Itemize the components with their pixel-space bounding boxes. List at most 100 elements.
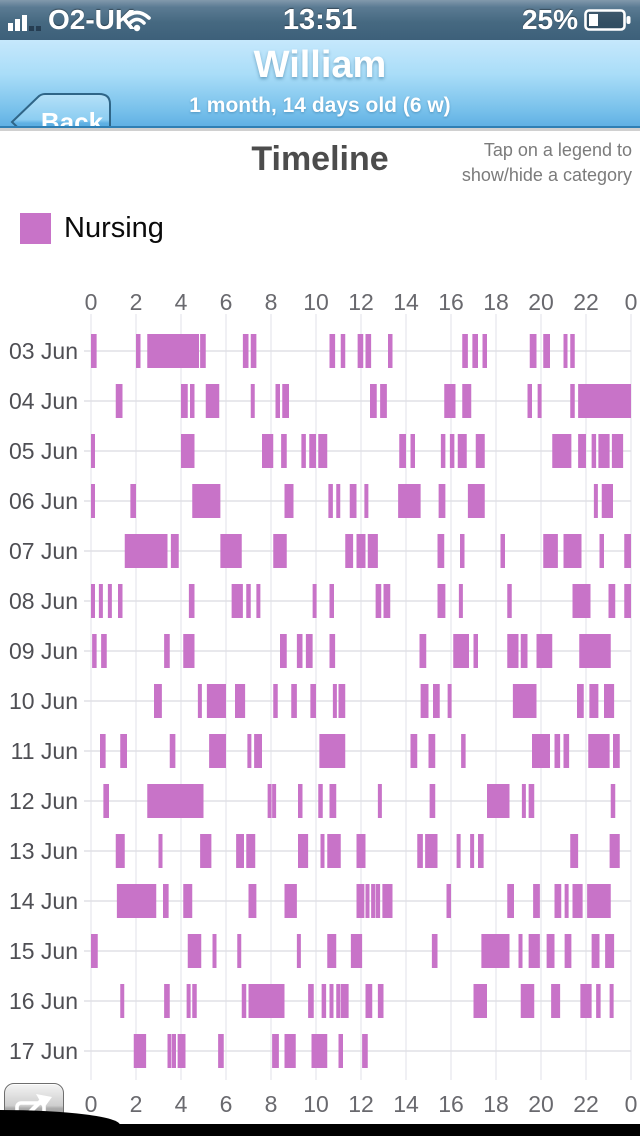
nursing-interval-bar (598, 434, 610, 468)
x-axis-tick-label-bottom: 2 (130, 1091, 143, 1117)
nursing-interval-bar (377, 784, 382, 818)
nursing-interval-bar (311, 1034, 328, 1068)
nursing-interval-bar (91, 484, 95, 518)
nursing-interval-bar (475, 434, 485, 468)
nursing-interval-bar (564, 934, 572, 968)
back-button-label: Back (41, 107, 104, 126)
nursing-interval-bar (554, 884, 562, 918)
legend-hint: Tap on a legend to show/hide a category (462, 138, 632, 188)
nursing-interval-bar (350, 934, 363, 968)
nursing-interval-bar (209, 734, 226, 768)
nursing-interval-bar (429, 784, 436, 818)
x-axis-tick-label-bottom: 8 (265, 1091, 278, 1117)
x-axis-tick-label-top: 22 (573, 289, 599, 315)
nursing-interval-bar (570, 384, 575, 418)
nursing-interval-bar (275, 384, 280, 418)
x-axis-tick-label-bottom: 6 (220, 1091, 233, 1117)
status-bar: O2-UK 13:51 25% (0, 0, 640, 40)
nursing-interval-bar (336, 984, 341, 1018)
nursing-interval-bar (241, 984, 247, 1018)
row-date-label: 08 Jun (9, 588, 78, 614)
nursing-interval-bar (428, 734, 436, 768)
nursing-interval-bar (183, 634, 195, 668)
x-axis-tick-label-top: 0 (85, 289, 98, 315)
nursing-interval-bar (163, 884, 169, 918)
nursing-interval-bar (437, 584, 446, 618)
legend-item-nursing[interactable]: Nursing (20, 212, 164, 245)
nursing-interval-bar (262, 434, 274, 468)
row-date-label: 16 Jun (9, 988, 78, 1014)
nursing-interval-bar (533, 884, 540, 918)
nursing-interval-bar (536, 634, 553, 668)
nursing-interval-bar (528, 784, 535, 818)
nursing-interval-bar (481, 934, 510, 968)
nursing-interval-bar (507, 584, 512, 618)
nursing-interval-bar (349, 484, 357, 518)
row-date-label: 05 Jun (9, 438, 78, 464)
nursing-interval-bar (487, 784, 510, 818)
nursing-interval-bar (327, 834, 341, 868)
nursing-interval-bar (440, 434, 446, 468)
nursing-interval-bar (570, 334, 575, 368)
nursing-interval-bar (356, 884, 365, 918)
nursing-interval-bar (610, 784, 616, 818)
nursing-interval-bar (329, 784, 337, 818)
nursing-interval-bar (528, 934, 540, 968)
nursing-interval-bar (284, 884, 297, 918)
nursing-interval-bar (546, 934, 555, 968)
nursing-interval-bar (604, 684, 615, 718)
nursing-interval-bar (218, 1034, 224, 1068)
x-axis-tick-label-bottom: 4 (175, 1091, 188, 1117)
nursing-interval-bar (554, 734, 561, 768)
nursing-interval-bar (417, 834, 423, 868)
nursing-interval-bar (192, 984, 197, 1018)
nursing-interval-bar (236, 834, 244, 868)
nursing-interval-bar (336, 484, 341, 518)
nursing-interval-bar (319, 734, 346, 768)
nursing-interval-bar (461, 734, 466, 768)
nursing-interval-bar (431, 934, 438, 968)
nursing-interval-bar (308, 984, 314, 1018)
nursing-interval-bar (92, 634, 97, 668)
row-date-label: 17 Jun (9, 1038, 78, 1064)
nursing-interval-bar (447, 684, 452, 718)
nursing-interval-bar (116, 884, 157, 918)
clock: 13:51 (282, 4, 358, 36)
row-date-label: 03 Jun (9, 338, 78, 364)
battery-icon (584, 9, 631, 31)
nursing-legend-label: Nursing (64, 212, 164, 244)
carrier-label: O2-UK (48, 4, 136, 35)
x-axis-tick-label-top: 18 (483, 289, 509, 315)
nursing-interval-bar (608, 584, 616, 618)
nursing-interval-bar (318, 434, 328, 468)
nursing-interval-bar (147, 334, 199, 368)
nursing-interval-bar (181, 384, 188, 418)
nursing-interval-bar (449, 434, 455, 468)
nursing-interval-bar (356, 534, 366, 568)
nursing-interval-bar (272, 1034, 279, 1068)
nursing-interval-bar (327, 934, 337, 968)
nursing-interval-bar (103, 784, 109, 818)
nursing-interval-bar (446, 884, 451, 918)
nursing-interval-bar (98, 584, 103, 618)
nursing-interval-bar (318, 784, 323, 818)
nursing-interval-bar (527, 384, 532, 418)
nursing-interval-bar (91, 934, 98, 968)
nursing-interval-bar (552, 434, 572, 468)
row-date-label: 04 Jun (9, 388, 78, 414)
wifi-icon (123, 10, 151, 32)
nursing-interval-bar (247, 734, 252, 768)
nursing-interval-bar (367, 534, 378, 568)
nursing-interval-bar (624, 534, 631, 568)
nursing-interval-bar (147, 784, 204, 818)
back-button[interactable]: Back (0, 40, 120, 126)
nursing-interval-bar (365, 984, 373, 1018)
bottom-edge-bar (0, 1124, 640, 1136)
nursing-interval-bar (281, 434, 287, 468)
nursing-interval-bar (291, 684, 297, 718)
nursing-interval-bar (609, 984, 614, 1018)
nursing-interval-bar (242, 334, 249, 368)
nursing-interval-bar (256, 584, 261, 618)
x-axis-tick-label-bottom: 20 (528, 1091, 554, 1117)
x-axis-tick-label-bottom: 0 (625, 1091, 638, 1117)
